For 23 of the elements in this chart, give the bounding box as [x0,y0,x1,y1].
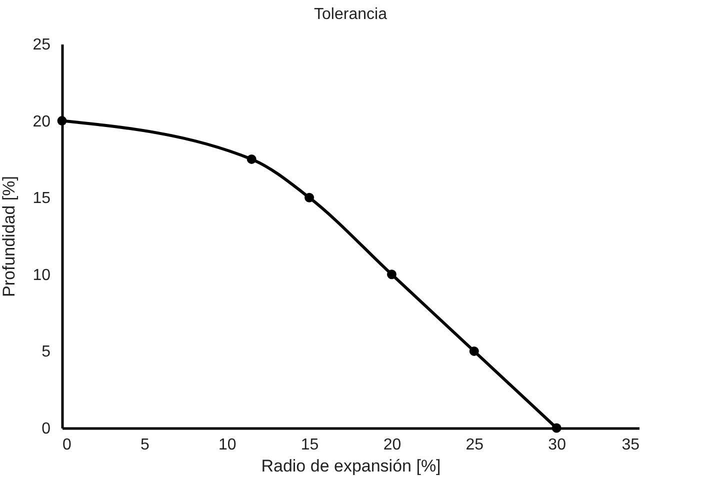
point [469,346,479,356]
x-axis-title: Radio de expansión [%] [261,456,441,476]
point [552,423,562,433]
y-tick-label: 15 [32,190,51,208]
y-tick-label: 10 [32,266,51,284]
x-tick-label: 20 [383,436,402,454]
x-tick-label: 35 [622,436,640,454]
y-axis-title: Profundidad [%] [0,176,19,297]
x-tick-label: 0 [62,436,72,454]
point [57,116,67,126]
point [246,154,256,164]
point [386,270,396,280]
y-tick-label: 0 [42,420,51,438]
x-tick-label: 5 [140,436,150,454]
y-tick-label: 20 [32,113,51,130]
x-tick-label: 10 [218,436,236,454]
y-tick-label: 5 [42,344,51,361]
point [304,192,314,202]
chart-title: Tolerancia [314,6,388,23]
x-tick-label: 25 [466,436,484,454]
x-tick-label: 15 [300,436,319,454]
x-tick-label: 30 [548,436,566,454]
y-tick-label: 25 [32,36,51,54]
